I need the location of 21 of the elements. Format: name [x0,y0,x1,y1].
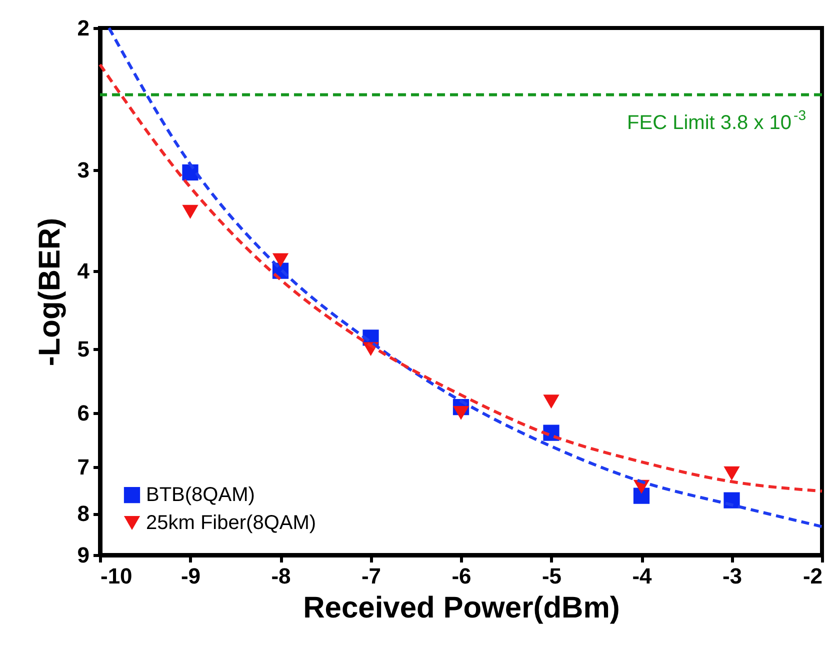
x-tick-label: -5 [542,564,562,588]
y-tick-label: 7 [77,454,90,480]
legend-label: BTB(8QAM) [146,484,255,506]
x-tick-label: -9 [180,564,201,588]
x-tick-label: -10 [100,564,132,588]
y-axis-title: -Log(BER) [33,218,66,366]
x-tick-label: -6 [452,564,472,588]
y-tick-label: 9 [77,542,90,568]
x-tick-label: -4 [632,564,653,588]
x-tick-label: -7 [361,564,382,588]
y-tick-label: 6 [77,400,90,426]
y-tick-label: 5 [77,336,90,362]
x-axis-title: Received Power(dBm) [303,592,620,624]
legend-label: 25km Fiber(8QAM) [146,512,316,534]
y-tick-label: 2 [77,16,90,40]
x-tick-label: -8 [271,564,291,588]
x-tick-label: -2 [802,564,822,588]
x-tick-label: -3 [722,564,742,588]
y-tick-label: 4 [77,258,90,284]
y-tick-label: 3 [77,158,90,183]
y-tick-label: 8 [77,501,90,526]
